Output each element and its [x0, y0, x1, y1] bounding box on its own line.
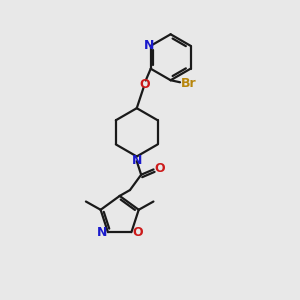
- Text: O: O: [139, 77, 150, 91]
- Text: N: N: [97, 226, 107, 239]
- Text: Br: Br: [181, 77, 197, 90]
- Text: N: N: [132, 154, 142, 167]
- Text: N: N: [144, 39, 154, 52]
- Text: O: O: [132, 226, 142, 239]
- Text: O: O: [155, 162, 165, 175]
